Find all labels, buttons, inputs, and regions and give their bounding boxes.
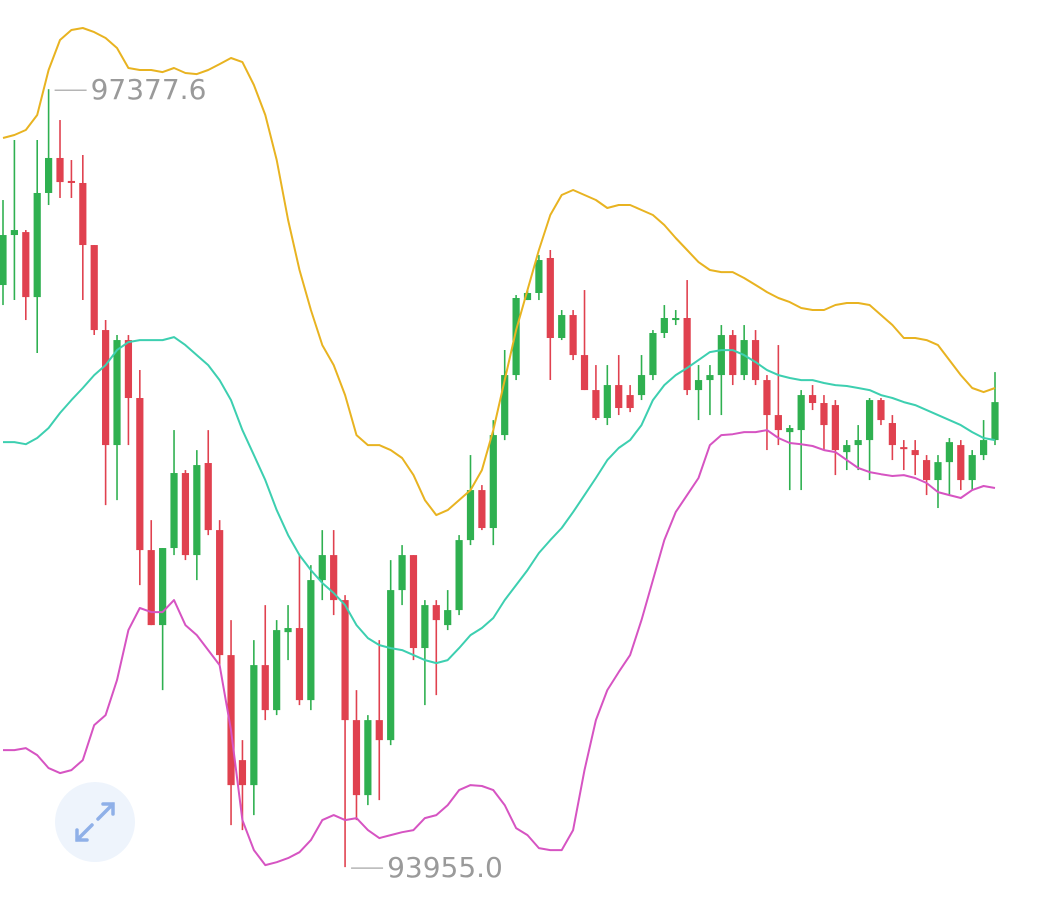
candle-body bbox=[979, 440, 988, 456]
candle-body bbox=[535, 260, 543, 293]
expand-button[interactable] bbox=[55, 782, 135, 862]
candle-body bbox=[295, 628, 304, 701]
candle-body bbox=[124, 340, 133, 399]
candle-body bbox=[501, 375, 509, 436]
candle-body bbox=[79, 182, 87, 246]
candle-body bbox=[216, 530, 224, 656]
candle-body bbox=[865, 400, 874, 441]
candle-body bbox=[774, 415, 782, 431]
candle-body bbox=[637, 375, 646, 396]
candle-body bbox=[991, 402, 999, 441]
candle-body bbox=[409, 555, 418, 649]
candle-body bbox=[820, 403, 828, 426]
expand-icon[interactable] bbox=[75, 802, 115, 842]
candle-body bbox=[136, 398, 144, 551]
candle-body bbox=[238, 760, 247, 786]
candle-body bbox=[751, 340, 760, 381]
candle-body bbox=[227, 655, 235, 786]
annotation: 97377.6 bbox=[91, 73, 207, 106]
candle-body bbox=[387, 590, 395, 741]
candle-body bbox=[945, 442, 953, 463]
candle-body bbox=[398, 555, 406, 591]
candle-body bbox=[615, 385, 623, 409]
candle-body bbox=[478, 490, 486, 529]
candle-body bbox=[843, 445, 851, 453]
candle-body bbox=[10, 230, 19, 236]
candle-body bbox=[626, 395, 634, 409]
candle-body bbox=[558, 315, 566, 339]
candle-body bbox=[831, 405, 839, 451]
candle-body bbox=[523, 292, 532, 301]
candle-body bbox=[546, 257, 554, 339]
candle-body bbox=[341, 600, 349, 721]
band-line bbox=[2, 27, 996, 517]
candle-body bbox=[113, 340, 121, 446]
candle-body bbox=[683, 318, 691, 391]
candle-body bbox=[968, 455, 976, 481]
candle-body bbox=[90, 245, 98, 331]
candle-body bbox=[56, 157, 64, 183]
candle-body bbox=[318, 555, 326, 581]
band-line bbox=[3, 429, 996, 867]
candle-body bbox=[854, 440, 862, 446]
candle-body bbox=[181, 473, 190, 556]
candle-body bbox=[672, 318, 680, 321]
candle-body bbox=[911, 450, 919, 456]
candle-body bbox=[740, 340, 748, 376]
band-line bbox=[3, 336, 996, 665]
candle-body bbox=[444, 610, 452, 626]
candle-body bbox=[204, 463, 212, 531]
candle-body bbox=[512, 297, 520, 376]
candle-body bbox=[877, 400, 885, 421]
candle-body bbox=[22, 232, 30, 298]
candle-body bbox=[729, 335, 737, 376]
candle-body bbox=[193, 465, 201, 556]
candle-body bbox=[273, 630, 281, 711]
candle-body bbox=[250, 665, 258, 786]
candle-body bbox=[569, 315, 577, 356]
candle-body bbox=[307, 580, 315, 701]
candle-body bbox=[102, 330, 110, 446]
candle-body bbox=[717, 335, 725, 376]
candle-body bbox=[352, 720, 361, 796]
candle-body bbox=[432, 605, 440, 621]
candle-body bbox=[147, 550, 155, 626]
candle-body bbox=[330, 555, 338, 601]
candles bbox=[0, 89, 999, 868]
candle-body bbox=[375, 720, 383, 741]
candle-body bbox=[922, 460, 931, 481]
candle-body bbox=[170, 473, 178, 549]
candle-body bbox=[466, 490, 475, 541]
candle-body bbox=[694, 380, 703, 391]
candle-body bbox=[706, 375, 714, 381]
candle-body bbox=[33, 192, 41, 298]
candle-body bbox=[888, 423, 896, 446]
candle-body bbox=[957, 445, 965, 481]
candle-body bbox=[0, 235, 7, 286]
candle-body bbox=[421, 605, 429, 649]
expand-button-bg[interactable] bbox=[55, 782, 135, 862]
candle-body bbox=[364, 720, 372, 796]
candle-body bbox=[797, 395, 805, 431]
candle-body bbox=[67, 180, 76, 183]
candle-body bbox=[649, 333, 657, 376]
candle-body bbox=[159, 548, 167, 626]
candle-body bbox=[592, 390, 600, 419]
candle-body bbox=[660, 318, 668, 334]
candle-body bbox=[934, 462, 942, 481]
candle-body bbox=[603, 385, 611, 419]
candle-body bbox=[808, 395, 817, 404]
annotation: 93955.0 bbox=[387, 851, 503, 884]
candle-body bbox=[786, 428, 794, 433]
candle-body bbox=[45, 157, 53, 193]
candle-body bbox=[455, 540, 463, 611]
candle-body bbox=[489, 435, 497, 529]
candle-body bbox=[763, 380, 771, 416]
candle-body bbox=[900, 447, 908, 450]
candle-body bbox=[261, 665, 269, 711]
candle-body bbox=[580, 355, 589, 391]
candle-body bbox=[284, 628, 292, 633]
